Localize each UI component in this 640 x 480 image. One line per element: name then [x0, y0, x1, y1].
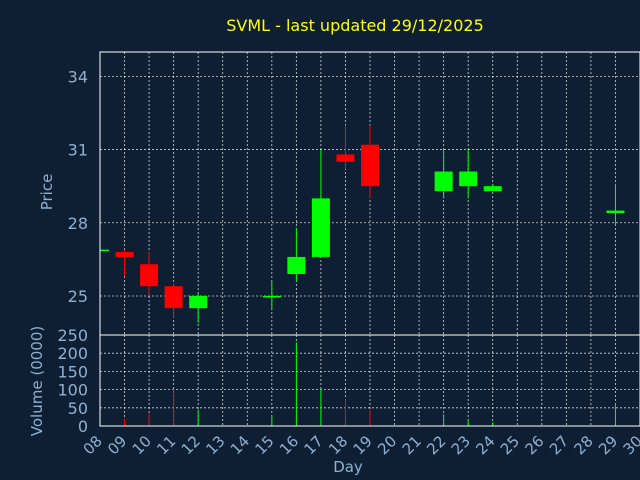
candle-body [140, 264, 159, 287]
volume-tick-label: 100 [57, 381, 88, 400]
price-tick-label: 25 [68, 287, 88, 306]
candle-body [361, 144, 379, 187]
volume-tick-label: 200 [57, 344, 88, 363]
volume-tick-label: 150 [57, 362, 88, 381]
x-tick-labels: 0809101112131415161718192021222324252627… [80, 432, 640, 458]
candle-body [434, 171, 453, 192]
candles [100, 125, 625, 323]
candle-body [459, 171, 478, 187]
price-axis-label: Price [38, 174, 56, 211]
price-tick-label: 28 [68, 214, 88, 233]
volume-panel-frame [99, 334, 640, 427]
candle-body [336, 154, 355, 162]
volume-tick-label: 0 [78, 417, 88, 436]
candle-body [164, 286, 183, 309]
volume-tick-label: 250 [57, 326, 88, 345]
volume-axis-label: Volume (0000) [28, 326, 46, 436]
x-axis-label: Day [333, 458, 363, 476]
candle-body [311, 198, 330, 257]
candle-body [287, 256, 306, 275]
candle-body [189, 295, 208, 309]
volume-grid [99, 335, 640, 426]
candle-body [483, 186, 502, 192]
chart-title: SVML - last updated 29/12/2025 [226, 16, 484, 35]
price-tick-label: 34 [68, 67, 88, 86]
candle-body [100, 249, 109, 252]
volume-tick-label: 50 [68, 399, 88, 418]
volume-bars [124, 342, 616, 426]
price-y-tick-labels: 25 28 31 34 [68, 67, 88, 306]
candle-body [115, 252, 134, 257]
candle-body [262, 295, 281, 298]
candle-body [606, 210, 625, 214]
price-tick-label: 31 [68, 141, 88, 160]
